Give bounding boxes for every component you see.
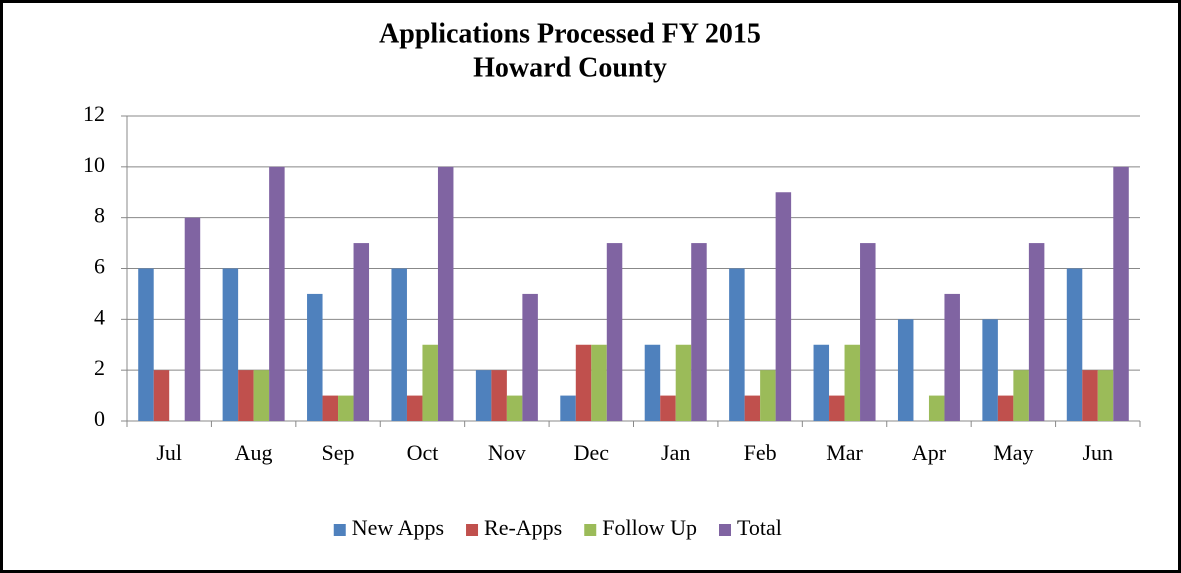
bar <box>897 319 914 421</box>
y-tick-label: 6 <box>94 254 105 279</box>
bar <box>575 344 592 421</box>
bar <box>269 166 285 421</box>
x-tick-label: Nov <box>488 440 526 465</box>
bar <box>560 395 576 421</box>
bar <box>944 293 960 421</box>
bar <box>1097 370 1114 421</box>
bar <box>153 370 170 421</box>
bar <box>522 293 538 421</box>
bar <box>307 293 323 421</box>
legend-swatch <box>584 524 597 536</box>
y-tick-label: 4 <box>94 304 105 329</box>
bar <box>253 370 270 421</box>
x-tick-label: Aug <box>235 440 273 465</box>
chart-subtitle: Howard County <box>473 52 667 83</box>
legend-label: Total <box>737 515 782 540</box>
bar <box>744 395 761 421</box>
bar <box>506 395 523 421</box>
x-tick-label: Oct <box>407 440 439 465</box>
bar <box>353 243 370 421</box>
y-tick-label: 0 <box>94 406 105 431</box>
bar <box>997 395 1014 421</box>
bar <box>138 268 154 421</box>
bar <box>475 370 492 421</box>
bar <box>222 268 239 421</box>
bar <box>391 268 407 421</box>
x-tick-label: May <box>993 440 1033 465</box>
x-tick-label: Dec <box>574 440 610 465</box>
x-tick-label: Mar <box>826 440 863 465</box>
bar <box>1028 243 1045 421</box>
bar <box>675 344 692 421</box>
y-tick-label: 10 <box>83 152 105 177</box>
bar <box>591 344 607 421</box>
legend-swatch <box>466 524 479 536</box>
chart-title: Applications Processed FY 2015 <box>379 18 761 49</box>
legend-label: Re-Apps <box>484 515 562 540</box>
bar <box>928 395 945 421</box>
y-tick-label: 12 <box>83 101 105 126</box>
bar <box>184 217 201 421</box>
bar <box>691 243 707 421</box>
x-tick-label: Jul <box>156 440 182 465</box>
bar <box>644 344 661 421</box>
bar <box>437 166 454 421</box>
bar <box>860 243 876 421</box>
y-tick-label: 8 <box>94 203 105 228</box>
x-tick-label: Feb <box>744 440 777 465</box>
legend-swatch <box>719 524 731 536</box>
bar <box>606 243 623 421</box>
legend-label: Follow Up <box>602 515 697 540</box>
bar <box>1113 166 1129 421</box>
bar <box>1013 370 1029 421</box>
bar <box>660 395 676 421</box>
bar <box>775 192 792 421</box>
bar <box>422 344 438 421</box>
bar <box>406 395 423 421</box>
x-tick-label: Jan <box>661 440 690 465</box>
x-tick-label: Sep <box>322 440 355 465</box>
bar <box>338 395 354 421</box>
x-tick-label: Jun <box>1083 440 1114 465</box>
bar <box>844 344 861 421</box>
legend-swatch <box>333 524 346 536</box>
bar <box>238 370 254 421</box>
bar <box>760 370 776 421</box>
bar <box>982 319 998 421</box>
bar <box>829 395 845 421</box>
bar <box>322 395 339 421</box>
legend-label: New Apps <box>352 515 444 540</box>
bar <box>729 268 745 421</box>
bar <box>1082 370 1098 421</box>
bar <box>491 370 507 421</box>
y-tick-label: 2 <box>94 355 105 380</box>
bar <box>813 344 830 421</box>
x-tick-label: Apr <box>912 440 947 465</box>
bar <box>1066 268 1083 421</box>
